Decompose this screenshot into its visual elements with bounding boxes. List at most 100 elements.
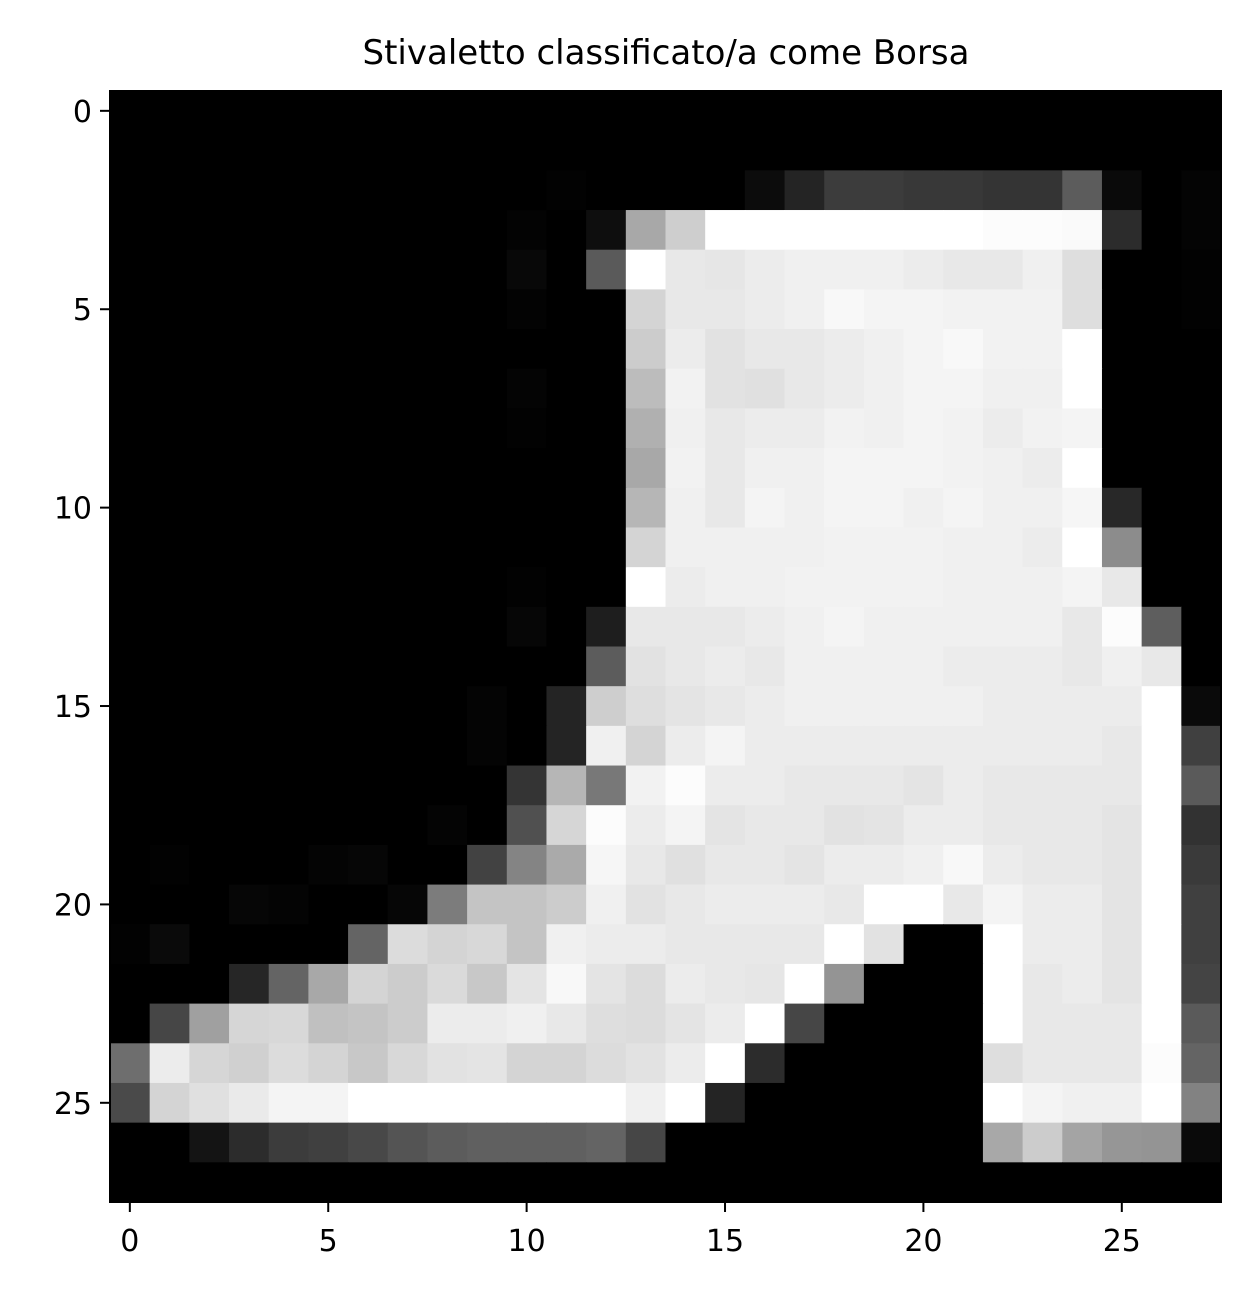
- heatmap-cell: [427, 567, 468, 608]
- heatmap-cell: [863, 1122, 905, 1163]
- heatmap-cell: [863, 924, 905, 965]
- heatmap-cell: [1141, 289, 1182, 330]
- heatmap-cell: [1022, 130, 1063, 171]
- heatmap-cell: [943, 527, 984, 568]
- heatmap-cell: [387, 646, 429, 687]
- heatmap-cell: [943, 686, 984, 727]
- heatmap-cell: [348, 1043, 389, 1084]
- heatmap-cell: [705, 924, 746, 965]
- heatmap-cell: [189, 487, 230, 529]
- heatmap-cell: [943, 130, 984, 171]
- heatmap-cell: [189, 249, 230, 290]
- heatmap-cell: [784, 963, 825, 1005]
- heatmap-cell: [705, 170, 746, 211]
- heatmap-cell: [1181, 170, 1222, 211]
- heatmap-cell: [982, 249, 1024, 290]
- heatmap-cell: [824, 725, 865, 767]
- heatmap-cell: [903, 963, 944, 1005]
- heatmap-cell: [744, 963, 786, 1005]
- heatmap-cell: [824, 527, 865, 568]
- heatmap-cell: [308, 963, 349, 1005]
- heatmap-cell: [229, 844, 270, 886]
- heatmap-cell: [546, 329, 587, 370]
- heatmap-cell: [1062, 1003, 1103, 1044]
- heatmap-cell: [863, 884, 905, 925]
- heatmap-cell: [1181, 646, 1222, 687]
- heatmap-cell: [467, 884, 508, 925]
- heatmap-cell: [1141, 130, 1182, 171]
- heatmap-cell: [308, 130, 349, 171]
- heatmap-cell: [229, 686, 270, 727]
- heatmap-cell: [506, 606, 548, 648]
- heatmap-cell: [943, 725, 984, 767]
- heatmap-cell: [308, 487, 349, 529]
- heatmap-cell: [625, 448, 667, 489]
- heatmap-cell: [189, 884, 230, 925]
- heatmap-cell: [110, 130, 151, 171]
- heatmap-cell: [903, 1043, 944, 1084]
- heatmap-cell: [943, 963, 984, 1005]
- x-tick-label: 20: [904, 1224, 942, 1259]
- heatmap-cell: [229, 448, 270, 489]
- heatmap-cell: [467, 487, 508, 529]
- x-tick-label: 15: [706, 1224, 744, 1259]
- heatmap-cell: [943, 765, 984, 806]
- heatmap-cell: [308, 368, 349, 410]
- heatmap-cell: [863, 646, 905, 687]
- heatmap-cell: [387, 368, 429, 410]
- heatmap-cell: [625, 646, 667, 687]
- heatmap-cell: [625, 924, 667, 965]
- heatmap-cell: [705, 487, 746, 529]
- heatmap-cell: [1022, 91, 1063, 132]
- heatmap-cell: [387, 805, 429, 846]
- heatmap-cell: [824, 289, 865, 330]
- heatmap-cell: [943, 1043, 984, 1084]
- heatmap-cell: [943, 368, 984, 410]
- heatmap-cell: [268, 963, 309, 1005]
- heatmap-cell: [268, 249, 309, 290]
- heatmap-cell: [1062, 725, 1103, 767]
- heatmap-cell: [586, 527, 627, 568]
- heatmap-cell: [982, 646, 1024, 687]
- heatmap-cell: [467, 130, 508, 171]
- heatmap-cell: [982, 1162, 1024, 1203]
- heatmap-cell: [943, 924, 984, 965]
- heatmap-cell: [546, 725, 587, 767]
- heatmap-cell: [784, 408, 825, 449]
- heatmap-cell: [1101, 368, 1143, 410]
- heatmap-cell: [982, 448, 1024, 489]
- heatmap-cell: [903, 805, 944, 846]
- heatmap-cell: [546, 1082, 587, 1124]
- heatmap-cell: [229, 963, 270, 1005]
- heatmap-cell: [824, 170, 865, 211]
- heatmap-cell: [784, 725, 825, 767]
- heatmap-cell: [467, 963, 508, 1005]
- heatmap-cell: [268, 527, 309, 568]
- heatmap-cell: [1062, 646, 1103, 687]
- heatmap-cell: [308, 170, 349, 211]
- heatmap-cell: [586, 91, 627, 132]
- heatmap-cell: [1101, 408, 1143, 449]
- heatmap-cell: [229, 1082, 270, 1124]
- heatmap-cell: [506, 884, 548, 925]
- heatmap-cell: [824, 130, 865, 171]
- heatmap-cell: [1062, 329, 1103, 370]
- heatmap-cell: [1101, 567, 1143, 608]
- heatmap-cell: [1022, 725, 1063, 767]
- heatmap-cell: [189, 329, 230, 370]
- heatmap-cell: [665, 1003, 706, 1044]
- heatmap-cell: [348, 567, 389, 608]
- heatmap-cell: [625, 844, 667, 886]
- heatmap-cell: [348, 765, 389, 806]
- heatmap-cell: [744, 805, 786, 846]
- heatmap-cell: [586, 130, 627, 171]
- heatmap-cell: [982, 210, 1024, 251]
- heatmap-cell: [1062, 805, 1103, 846]
- heatmap-cell: [863, 844, 905, 886]
- heatmap-cell: [943, 170, 984, 211]
- heatmap-cell: [705, 289, 746, 330]
- heatmap-cell: [1062, 1043, 1103, 1084]
- heatmap-cell: [229, 1162, 270, 1203]
- heatmap-cell: [1181, 1043, 1222, 1084]
- heatmap-cell: [982, 329, 1024, 370]
